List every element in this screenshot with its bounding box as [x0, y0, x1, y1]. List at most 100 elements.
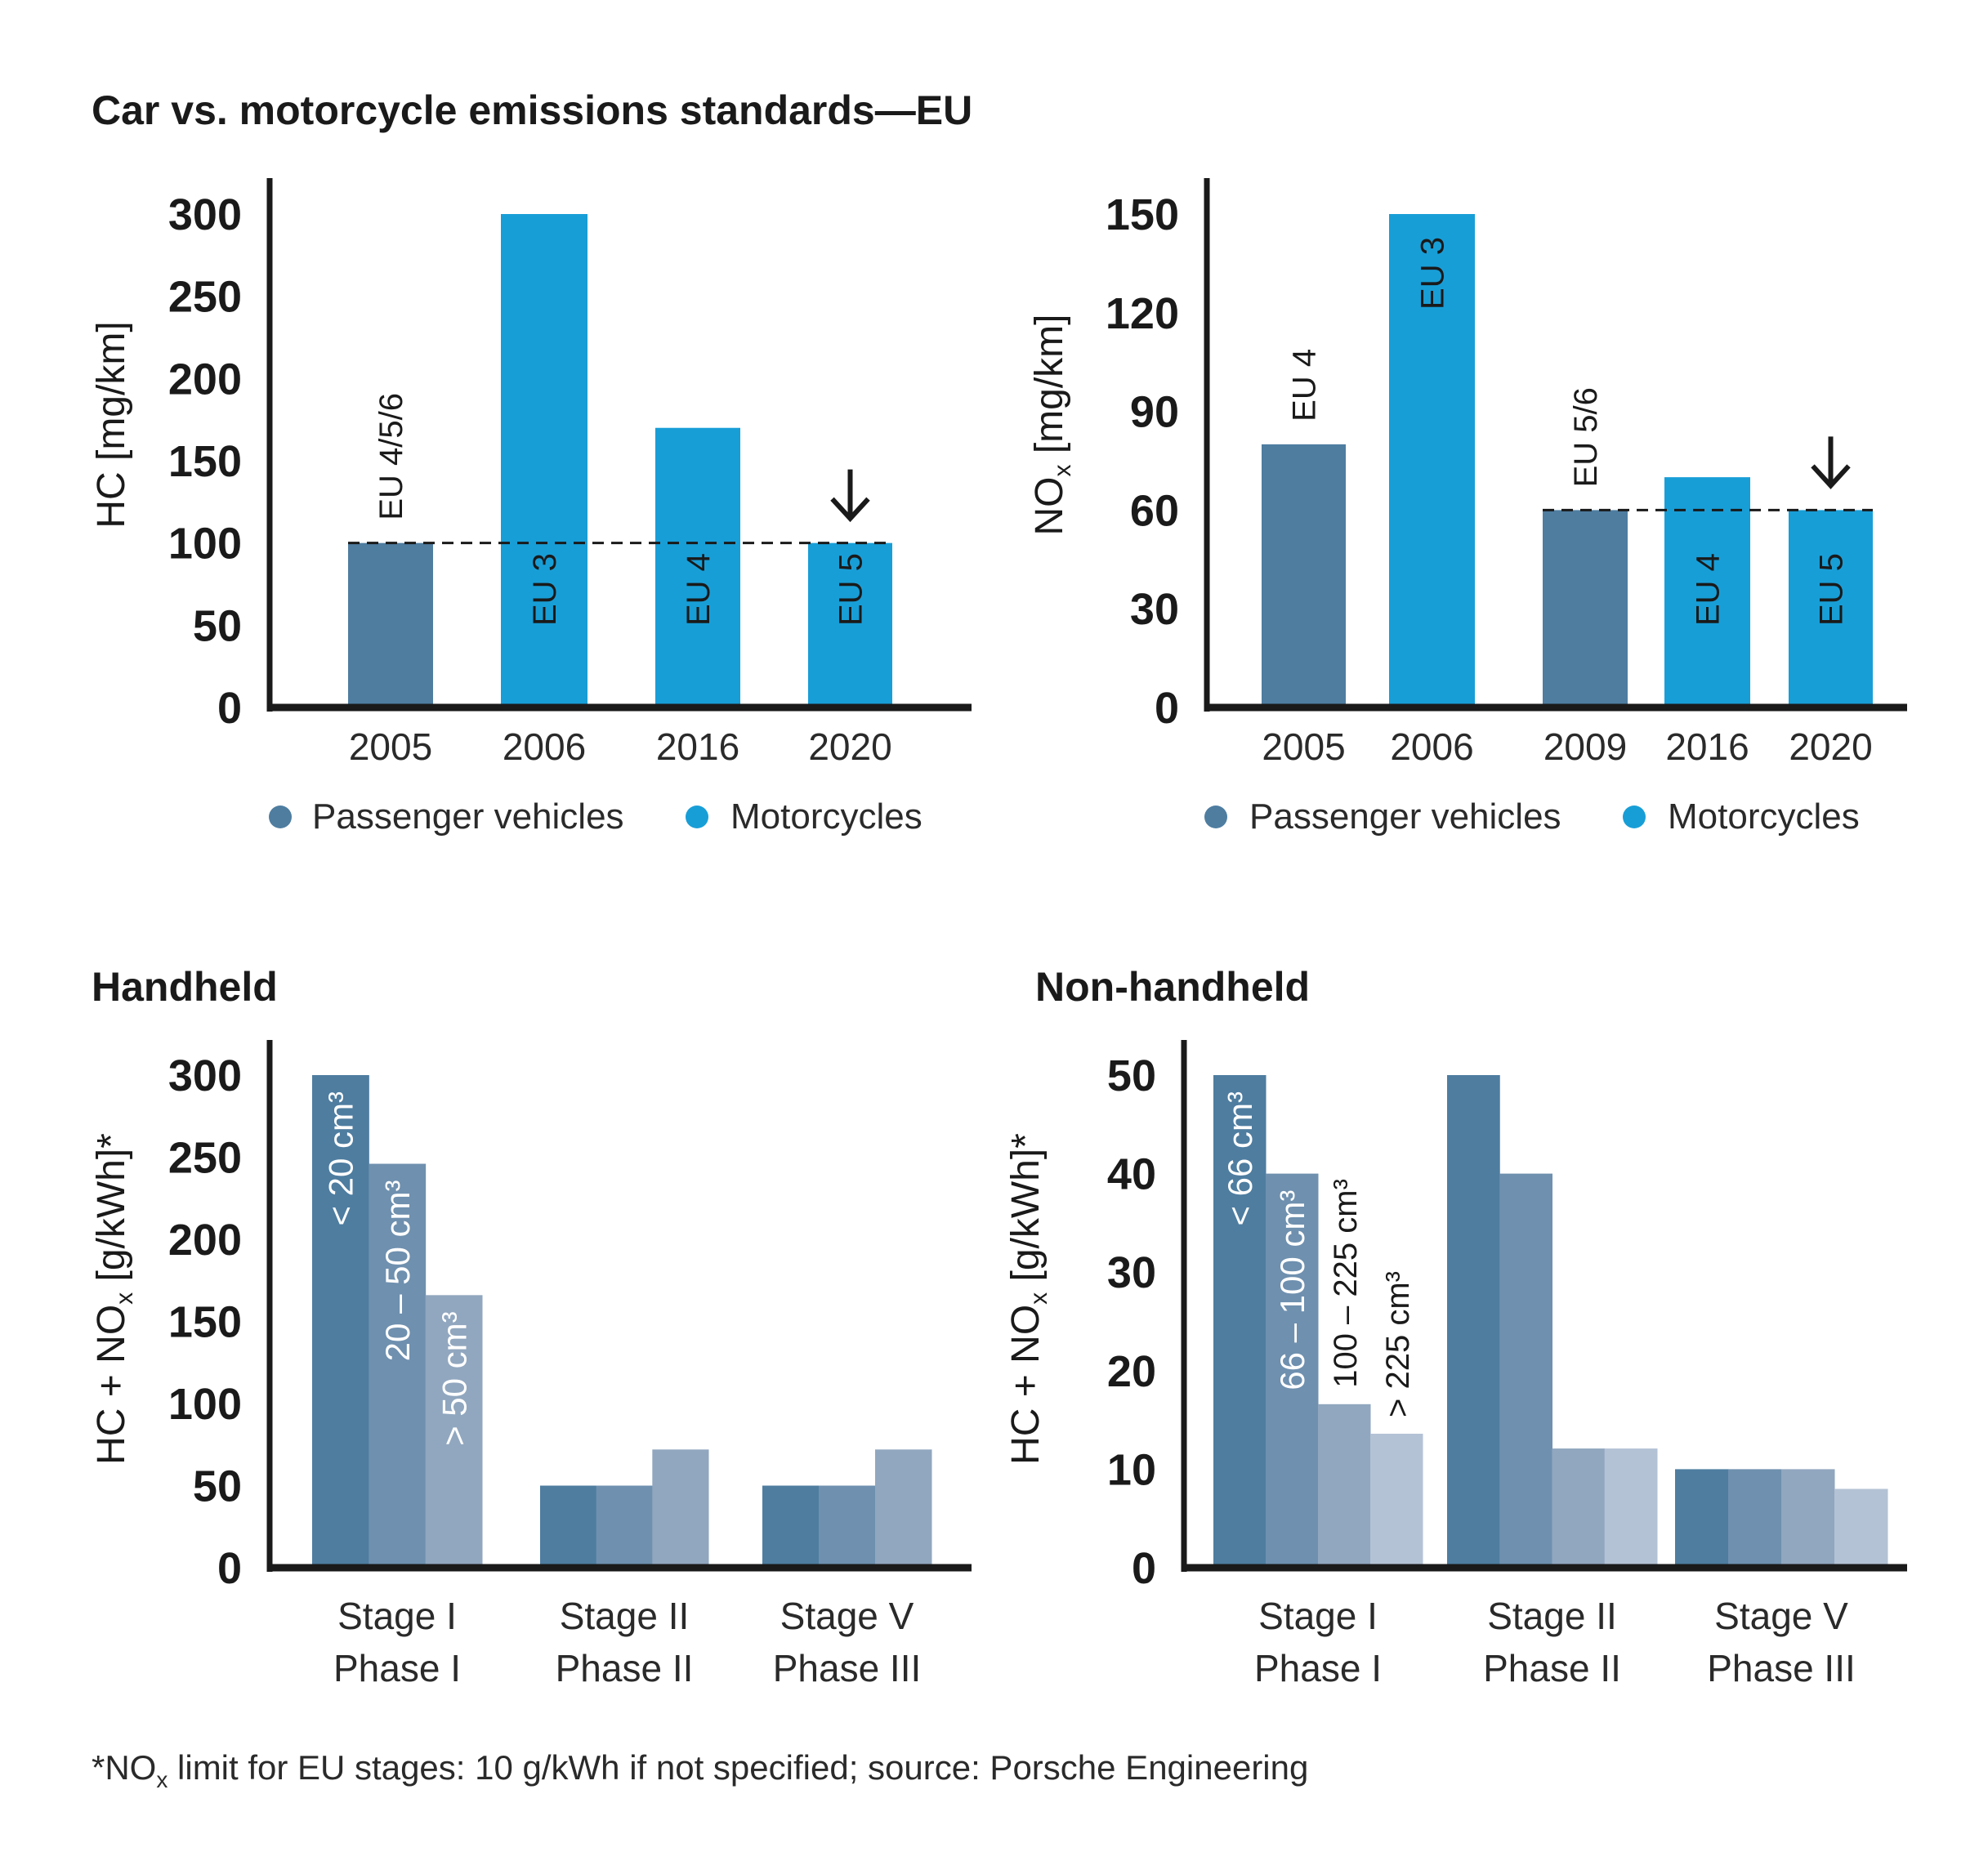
non-handheld-title: Non-handheld	[1035, 964, 1310, 1010]
nox-down-arrow-icon	[1811, 436, 1851, 489]
footnote: *NOx limit for EU stages: 10 g/kWh if no…	[92, 1748, 1308, 1792]
handheld-bar-3-1	[762, 1485, 820, 1568]
nonhandheld-series-label-3: 100 – 225 cm³	[1328, 1179, 1364, 1388]
nonhandheld-bar-2-1	[1447, 1075, 1500, 1568]
hc-y-axis-label: HC [mg/km]	[90, 321, 133, 528]
handheld-y-tick-label: 300	[168, 1051, 242, 1100]
nonhandheld-bar-2-2	[1499, 1173, 1552, 1568]
handheld-title: Handheld	[92, 964, 278, 1010]
nox-legend-dot-passenger	[1204, 806, 1227, 828]
hc-bar-label-2020: EU 5	[833, 553, 869, 626]
nonhandheld-series-label-1: < 66 cm³	[1221, 1091, 1259, 1226]
nox-x-tick-label: 2020	[1789, 725, 1872, 768]
hc-x-tick-label: 2006	[503, 725, 586, 768]
handheld-bar-1-3	[425, 1295, 483, 1568]
footnote-subscript: x	[156, 1767, 168, 1792]
hc-y-tick-label: 250	[168, 273, 242, 322]
hc-legend-dot-motorcycle	[686, 806, 708, 828]
nonhandheld-x-tick-label-line1: Stage V	[1714, 1595, 1848, 1637]
hc-x-tick-label: 2020	[808, 725, 891, 768]
hc-y-tick-label: 150	[168, 437, 242, 486]
handheld-y-tick-label: 200	[168, 1216, 242, 1265]
handheld-bar-2-3	[652, 1449, 709, 1568]
handheld-chart: < 20 cm³ 20 – 50 cm³ > 50 cm³ Stage I Phase …	[90, 1040, 972, 1689]
nox-y-tick-label: 0	[1155, 684, 1179, 733]
handheld-x-tick-label-line2: Phase I	[333, 1647, 461, 1689]
handheld-x-tick-label-line1: Stage II	[560, 1595, 690, 1637]
nox-bar-2009	[1543, 510, 1628, 707]
hc-bar-label-2005: EU 4/5/6	[373, 393, 409, 520]
nonhandheld-x-tick-label-line1: Stage II	[1487, 1595, 1617, 1637]
nox-bar-label-2005: EU 4	[1287, 349, 1323, 422]
hc-bar-2006	[501, 214, 587, 707]
nox-bar-2016	[1664, 477, 1750, 707]
nox-legend-label-passenger: Passenger vehicles	[1249, 797, 1561, 837]
nox-y-tick-label: 120	[1106, 289, 1179, 338]
hc-y-tick-label: 200	[168, 355, 242, 404]
nonhandheld-x-tick-label-line2: Phase II	[1483, 1647, 1621, 1689]
hc-legend-label-passenger: Passenger vehicles	[312, 797, 624, 837]
nox-bar-label-2020: EU 5	[1814, 553, 1850, 626]
footnote-text: limit for EU stages: 10 g/kWh if not spe…	[168, 1748, 1308, 1787]
nonhandheld-y-axis-label: HC + NOx [g/kWh]*	[1004, 1133, 1052, 1465]
nox-legend-dot-motorcycle	[1623, 806, 1646, 828]
nox-x-tick-label: 2016	[1665, 725, 1749, 768]
handheld-y-tick-label: 150	[168, 1298, 242, 1347]
hc-bar-2020	[808, 542, 892, 707]
handheld-x-tick-label-line1: Stage V	[780, 1595, 914, 1637]
nox-chart: EU 4 2005 EU 3 2006 EU 5/6 2009 EU 4 2016 EU 5 20…	[1028, 178, 1907, 837]
handheld-y-tick-label: 100	[168, 1380, 242, 1429]
handheld-bar-3-3	[875, 1449, 932, 1568]
nonhandheld-y-tick-label: 40	[1107, 1150, 1156, 1199]
hc-bar-2005	[348, 542, 433, 707]
hc-bar-label-2016: EU 4	[681, 553, 717, 626]
handheld-series-label-2: 20 – 50 cm³	[378, 1180, 417, 1362]
nox-bar-2006	[1389, 214, 1475, 707]
hc-arrow-head	[830, 497, 870, 523]
hc-chart: EU 4/5/6 2005 EU 3 2006 EU 4 2016 EU 5 2020 0 50 1…	[90, 178, 972, 837]
non-handheld-chart: < 66 cm³ 66 – 100 cm³ 100 – 225 cm³ > 225 c…	[1004, 1040, 1907, 1689]
handheld-bar-1-2	[369, 1163, 427, 1568]
hc-y-tick-label: 50	[193, 601, 242, 650]
nox-arrow-head	[1811, 464, 1851, 489]
hc-legend-dot-passenger	[269, 806, 292, 828]
handheld-y-tick-label: 50	[193, 1462, 242, 1511]
handheld-x-tick-label-line1: Stage I	[337, 1595, 457, 1637]
nonhandheld-bar-3-1	[1675, 1469, 1729, 1568]
hc-x-tick-label: 2016	[656, 725, 739, 768]
handheld-bar-3-2	[819, 1485, 876, 1568]
hc-y-tick-label: 300	[168, 190, 242, 239]
nonhandheld-series-label-2: 66 – 100 cm³	[1273, 1190, 1311, 1390]
nox-x-tick-label: 2005	[1262, 725, 1345, 768]
handheld-bar-2-2	[596, 1485, 653, 1568]
nox-bar-label-2016: EU 4	[1691, 553, 1727, 626]
nox-bar-label-2009: EU 5/6	[1568, 387, 1604, 487]
nox-bar-2020	[1789, 510, 1873, 707]
footnote-prefix: *NO	[92, 1748, 156, 1787]
nox-legend-label-motorcycle: Motorcycles	[1668, 797, 1860, 837]
nonhandheld-x-tick-label-line2: Phase III	[1707, 1647, 1856, 1689]
nonhandheld-y-tick-label: 50	[1107, 1051, 1156, 1100]
hc-bar-2016	[655, 427, 740, 707]
handheld-bar-2-1	[540, 1485, 597, 1568]
nonhandheld-bar-2-3	[1552, 1448, 1606, 1568]
hc-x-tick-label: 2005	[349, 725, 432, 768]
handheld-series-label-1: < 20 cm³	[322, 1091, 360, 1226]
nonhandheld-x-tick-label-line1: Stage I	[1258, 1595, 1378, 1637]
nonhandheld-bar-2-4	[1604, 1448, 1658, 1568]
nox-y-tick-label: 90	[1130, 388, 1179, 437]
nonhandheld-bar-1-4	[1370, 1433, 1423, 1568]
nonhandheld-bar-3-4	[1834, 1488, 1888, 1568]
nox-bar-2005	[1262, 444, 1346, 707]
nonhandheld-x-tick-label-line2: Phase I	[1254, 1647, 1382, 1689]
handheld-bar-1-1	[312, 1075, 369, 1568]
nox-y-axis-label: NOx [mg/km]	[1028, 314, 1076, 535]
nonhandheld-y-tick-label: 10	[1107, 1445, 1156, 1494]
handheld-y-tick-label: 250	[168, 1134, 242, 1183]
nox-y-tick-label: 30	[1130, 585, 1179, 634]
nonhandheld-series-label-4: > 225 cm³	[1380, 1271, 1416, 1417]
nonhandheld-bar-3-2	[1728, 1469, 1782, 1568]
handheld-series-label-3: > 50 cm³	[435, 1311, 473, 1446]
